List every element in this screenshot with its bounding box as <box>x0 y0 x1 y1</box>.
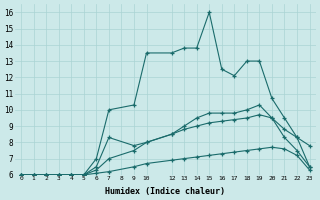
X-axis label: Humidex (Indice chaleur): Humidex (Indice chaleur) <box>105 187 225 196</box>
